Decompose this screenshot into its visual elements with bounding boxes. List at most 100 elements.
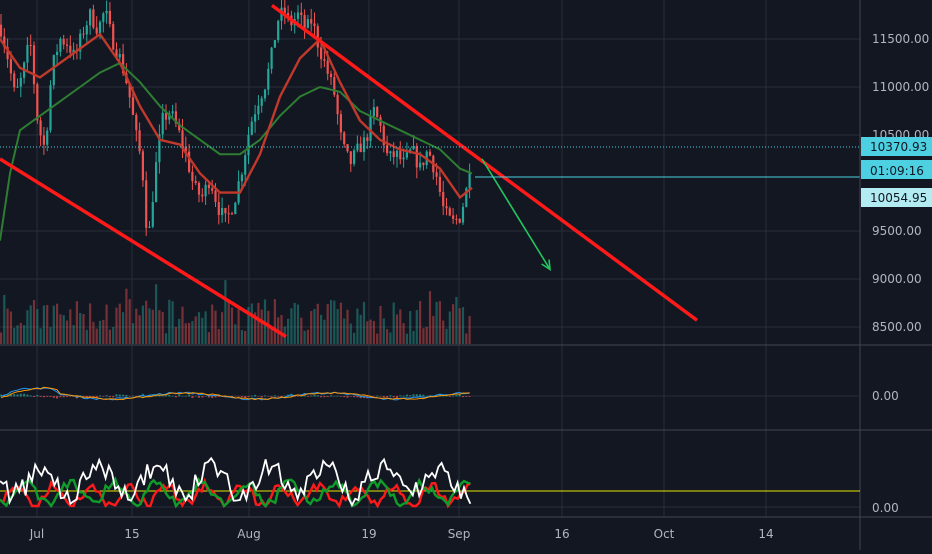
macd-histogram-bar xyxy=(349,396,352,397)
candle-body xyxy=(145,180,148,228)
candle-body xyxy=(461,206,465,223)
macd-histogram-bar xyxy=(26,394,29,397)
macd-histogram-bar xyxy=(267,396,270,397)
volume-bar xyxy=(409,311,412,344)
volume-bar xyxy=(234,324,237,344)
candle-body xyxy=(247,134,250,156)
macd-histogram-bar xyxy=(178,394,181,397)
macd-histogram-bar xyxy=(191,396,194,399)
volume-bar xyxy=(19,322,22,344)
candle-body xyxy=(178,123,181,131)
candle-body xyxy=(399,150,402,160)
macd-histogram-bar xyxy=(409,395,412,397)
candle-body xyxy=(372,107,375,117)
volume-bar xyxy=(310,311,313,344)
volume-bar xyxy=(432,315,435,344)
volume-bar xyxy=(135,308,138,344)
candle-body xyxy=(405,152,408,158)
candle-body xyxy=(158,134,161,163)
volume-bar xyxy=(290,308,293,344)
candle-body xyxy=(316,26,319,48)
macd-histogram-bar xyxy=(240,396,243,398)
macd-histogram-bar xyxy=(425,395,428,397)
macd-histogram-bar xyxy=(372,396,375,397)
candle-body xyxy=(287,13,290,16)
volume-bar xyxy=(445,328,448,344)
macd-histogram-bar xyxy=(277,396,280,397)
level-price-tag: 10054.95 xyxy=(861,188,932,207)
macd-histogram-bar xyxy=(56,396,59,399)
candle-body xyxy=(211,188,214,191)
volume-bar xyxy=(386,329,389,344)
volume-bar xyxy=(42,305,45,344)
candle-body xyxy=(362,137,366,153)
time-tick-label: 15 xyxy=(124,527,139,541)
volume-bar xyxy=(230,307,234,344)
volume-bar xyxy=(85,329,88,344)
macd-histogram-bar xyxy=(415,394,418,397)
candle-body xyxy=(122,54,125,74)
candle-body xyxy=(207,184,210,189)
volume-bar xyxy=(69,309,72,344)
macd-histogram-bar xyxy=(52,396,55,398)
volume-bar xyxy=(79,312,82,344)
macd-histogram-bar xyxy=(363,396,365,399)
volume-bar xyxy=(16,325,19,344)
time-tick-label: 19 xyxy=(361,527,376,541)
candle-body xyxy=(227,213,230,215)
volume-bar xyxy=(428,291,432,344)
candle-body xyxy=(174,111,177,124)
volume-bar xyxy=(442,320,445,344)
candle-body xyxy=(339,114,342,133)
macd-histogram-bar xyxy=(379,396,382,397)
volume-bar xyxy=(458,308,461,344)
macd-histogram-bar xyxy=(455,394,458,397)
volume-bar xyxy=(204,311,207,344)
candle-body xyxy=(442,191,445,207)
macd-histogram-bar xyxy=(19,393,22,397)
horizontal-gridlines xyxy=(0,38,860,508)
candle-body xyxy=(452,215,455,219)
oscillator-panel xyxy=(0,456,860,509)
volume-bar xyxy=(336,309,339,344)
volume-bar xyxy=(320,314,323,344)
candle-body xyxy=(197,182,201,195)
volume-bar xyxy=(122,312,125,344)
macd-histogram-bar xyxy=(283,395,286,397)
candle-body xyxy=(72,49,75,53)
volume-bar xyxy=(65,320,69,344)
volume-bar xyxy=(461,307,465,344)
candle-body xyxy=(402,157,405,160)
volume-bar xyxy=(349,323,352,344)
macd-histogram-bar xyxy=(346,396,349,398)
volume-bar xyxy=(260,309,263,344)
macd-histogram-bar xyxy=(402,395,405,397)
candle-body xyxy=(155,162,158,203)
candle-body xyxy=(52,55,55,86)
candle-body xyxy=(336,94,339,115)
candle-body xyxy=(92,9,95,28)
candle-body xyxy=(131,97,135,115)
macd-histogram-bar xyxy=(207,396,210,398)
time-tick-label: Jul xyxy=(29,527,44,541)
candle-body xyxy=(260,98,263,106)
macd-histogram-bar xyxy=(23,393,26,397)
candle-body xyxy=(214,190,217,203)
macd-histogram-bar xyxy=(99,395,101,397)
volume-bar xyxy=(191,321,194,344)
volume-bar xyxy=(105,304,108,344)
lower-trendline[interactable] xyxy=(0,157,287,339)
volume-bar xyxy=(92,321,95,344)
candle-body xyxy=(118,54,121,58)
volume-bar xyxy=(95,328,98,344)
time-axis[interactable]: Jul 15 Aug 19 Sep 16 Oct 14 xyxy=(29,527,774,541)
candle-body xyxy=(412,146,415,150)
macd-histogram-bar xyxy=(336,395,339,397)
macd-histogram-bar xyxy=(155,395,158,397)
candle-body xyxy=(0,24,3,37)
candle-body xyxy=(448,208,451,216)
volume-bar xyxy=(214,310,217,344)
volume-bar xyxy=(36,309,39,344)
candle-body xyxy=(438,176,441,192)
